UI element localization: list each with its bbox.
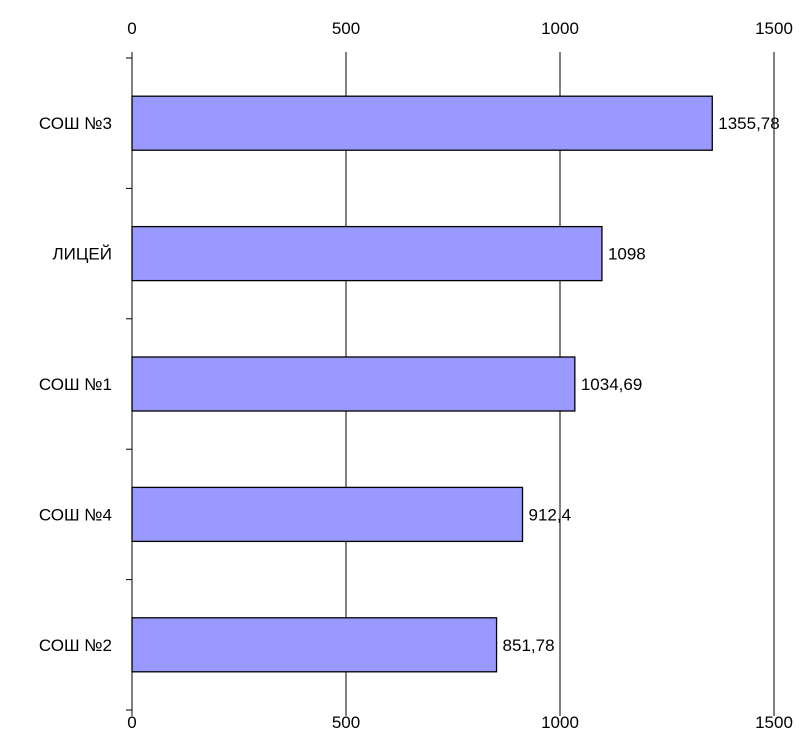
category-label: СОШ №3 [39, 114, 112, 133]
labels: 0 0 500 500 1000 1000 1500 1500 СОШ №3 1355,78 ЛИЦ… [39, 19, 793, 732]
bar-1 [131, 95, 713, 151]
x-tick-label-top: 1000 [541, 19, 579, 38]
bars [131, 95, 713, 673]
category-label: СОШ №1 [39, 375, 112, 394]
x-tick-label-top: 0 [127, 19, 136, 38]
value-label: 912,4 [529, 505, 572, 524]
axes [126, 52, 775, 716]
value-label: 851,78 [503, 636, 555, 655]
bar-3 [131, 356, 576, 412]
bar-4 [131, 486, 524, 543]
x-tick-label-bottom: 500 [332, 713, 360, 732]
value-label: 1098 [608, 245, 646, 264]
x-tick-label-top: 500 [332, 19, 360, 38]
value-label: 1355,78 [718, 114, 779, 133]
x-tick-label-top: 1500 [755, 19, 793, 38]
category-label: ЛИЦЕЙ [52, 245, 112, 264]
x-tick-label-bottom: 1000 [541, 713, 579, 732]
value-label: 1034,69 [581, 375, 642, 394]
bar-5 [131, 617, 498, 673]
category-label: СОШ №4 [39, 505, 112, 524]
category-label: СОШ №2 [39, 636, 112, 655]
x-tick-label-bottom: 1500 [755, 713, 793, 732]
bar-2 [131, 225, 603, 282]
x-tick-label-bottom: 0 [127, 713, 136, 732]
